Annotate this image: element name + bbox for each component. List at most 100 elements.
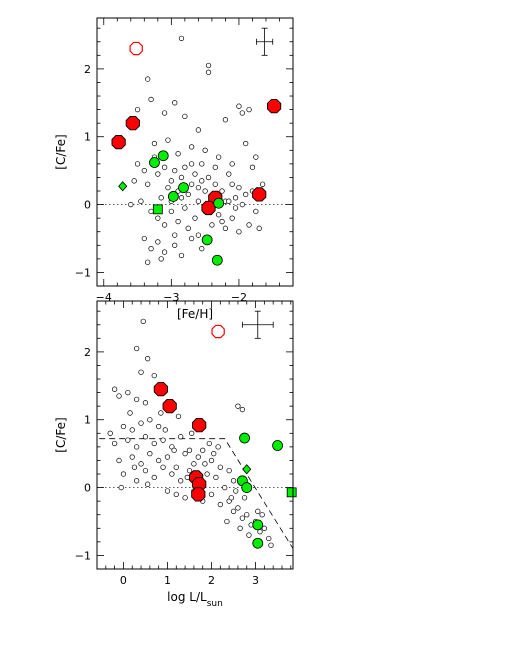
- small-open-circle-point: [202, 147, 208, 153]
- small-open-circle-point: [224, 518, 230, 525]
- small-open-circle-point: [172, 168, 178, 174]
- x-tick-label: 2: [208, 574, 215, 587]
- small-open-circle-point: [195, 184, 202, 191]
- filled-circle-point: [178, 182, 189, 194]
- small-open-circle-point: [222, 117, 229, 123]
- y-tick-label: 2: [84, 346, 91, 359]
- filled-circle-point: [252, 537, 264, 549]
- small-open-circle-point: [215, 444, 221, 450]
- small-open-circle-point: [151, 140, 158, 147]
- small-open-circle-point: [111, 440, 118, 447]
- small-open-circle-point: [236, 229, 242, 235]
- filled-circle-point: [167, 191, 179, 202]
- small-open-circle-point: [205, 69, 212, 75]
- small-open-circle-point: [151, 372, 157, 379]
- small-open-circle-point: [195, 198, 202, 204]
- small-open-circle-point: [158, 195, 164, 201]
- small-open-circle-point: [168, 208, 174, 215]
- small-open-circle-point: [261, 525, 268, 531]
- y-axis-label: [C/Fe]: [54, 134, 68, 169]
- x-axis-label: [Fe/H]: [177, 307, 213, 321]
- large-filled-octagon-point: [111, 135, 126, 150]
- small-open-circle-point: [156, 457, 162, 464]
- small-open-circle-point: [165, 184, 171, 191]
- filled-circle-point: [213, 197, 225, 209]
- small-open-circle-point: [243, 140, 249, 147]
- small-open-circle-point: [255, 508, 261, 514]
- small-open-circle-point: [138, 420, 144, 426]
- small-open-circle-point: [195, 232, 202, 238]
- small-open-circle-point: [184, 474, 190, 481]
- small-open-circle-point: [175, 413, 182, 419]
- small-open-circle-point: [222, 225, 229, 231]
- small-open-circle-point: [145, 76, 151, 82]
- filled-diamond-point: [242, 464, 252, 475]
- small-open-circle-point: [173, 491, 179, 498]
- y-tick-label: 2: [84, 63, 91, 76]
- small-open-circle-point: [161, 249, 168, 255]
- small-open-circle-point: [230, 478, 237, 484]
- small-open-circle-point: [178, 35, 185, 42]
- small-open-circle-point: [212, 164, 218, 170]
- small-open-circle-point: [116, 393, 122, 399]
- x-tick-label: −3: [163, 291, 179, 304]
- small-open-circle-point: [186, 467, 193, 474]
- small-open-circle-point: [168, 178, 174, 184]
- small-open-circle-point: [212, 181, 218, 187]
- small-open-circle-point: [185, 225, 191, 231]
- small-open-circle-point: [145, 181, 151, 187]
- small-open-circle-point: [246, 222, 252, 228]
- small-open-circle-point: [219, 188, 225, 194]
- small-open-circle-point: [116, 457, 122, 464]
- panel-top-cfe-vs-feh: −4 −3 −2 −1 0 1 2 [Fe/H] [C/Fe]: [54, 17, 294, 321]
- large-open-circle-point: [129, 41, 143, 56]
- small-open-circle-point: [211, 451, 217, 457]
- small-open-circle-point: [188, 181, 195, 187]
- small-open-circle-point: [133, 444, 140, 450]
- small-open-circle-point: [178, 195, 185, 201]
- small-open-circle-point: [134, 106, 141, 113]
- x-axis-label-subscript: sun: [207, 599, 223, 609]
- small-open-circle-point: [202, 461, 208, 467]
- filled-circle-point: [149, 157, 160, 168]
- small-open-circle-point: [199, 178, 205, 184]
- small-open-circle-point: [138, 369, 144, 375]
- small-open-circle-point: [175, 218, 181, 225]
- small-open-circle-point: [120, 471, 127, 477]
- small-open-circle-point: [171, 447, 177, 453]
- y-tick-label: 1: [84, 131, 91, 144]
- small-open-circle-point: [206, 440, 212, 447]
- x-tick-label: 0: [120, 574, 127, 587]
- small-open-circle-point: [237, 525, 243, 531]
- filled-circle-point: [252, 519, 264, 531]
- filled-circle-point: [211, 254, 223, 266]
- small-open-circle-point: [208, 491, 215, 498]
- small-open-circle-point: [208, 457, 215, 464]
- small-open-circle-point: [156, 423, 162, 430]
- large-filled-octagon-point: [191, 487, 206, 502]
- small-open-circle-point: [141, 168, 147, 174]
- small-open-circle-point: [233, 488, 239, 494]
- small-open-circle-point: [217, 464, 223, 470]
- y-axis-label: [C/Fe]: [54, 417, 68, 452]
- small-open-circle-point: [235, 403, 241, 409]
- small-open-circle-point: [188, 144, 195, 150]
- small-open-circle-point: [268, 542, 274, 548]
- filled-circle-point: [241, 482, 253, 493]
- small-open-circle-point: [253, 154, 259, 160]
- small-open-circle-point: [226, 198, 232, 204]
- small-open-circle-point: [129, 427, 135, 433]
- small-open-circle-point: [192, 215, 198, 221]
- y-tick-label: −1: [75, 266, 91, 279]
- small-open-circle-point: [182, 495, 188, 501]
- small-open-circle-point: [169, 471, 175, 477]
- dashed-boundary-line: [99, 438, 294, 549]
- filled-square-point: [152, 204, 163, 215]
- small-open-circle-point: [185, 191, 191, 198]
- small-open-circle-point: [178, 174, 185, 181]
- small-open-circle-point: [232, 195, 239, 201]
- small-open-circle-point: [216, 212, 222, 218]
- small-open-circle-point: [161, 110, 168, 116]
- small-open-circle-point: [246, 532, 252, 538]
- small-open-circle-point: [160, 437, 166, 443]
